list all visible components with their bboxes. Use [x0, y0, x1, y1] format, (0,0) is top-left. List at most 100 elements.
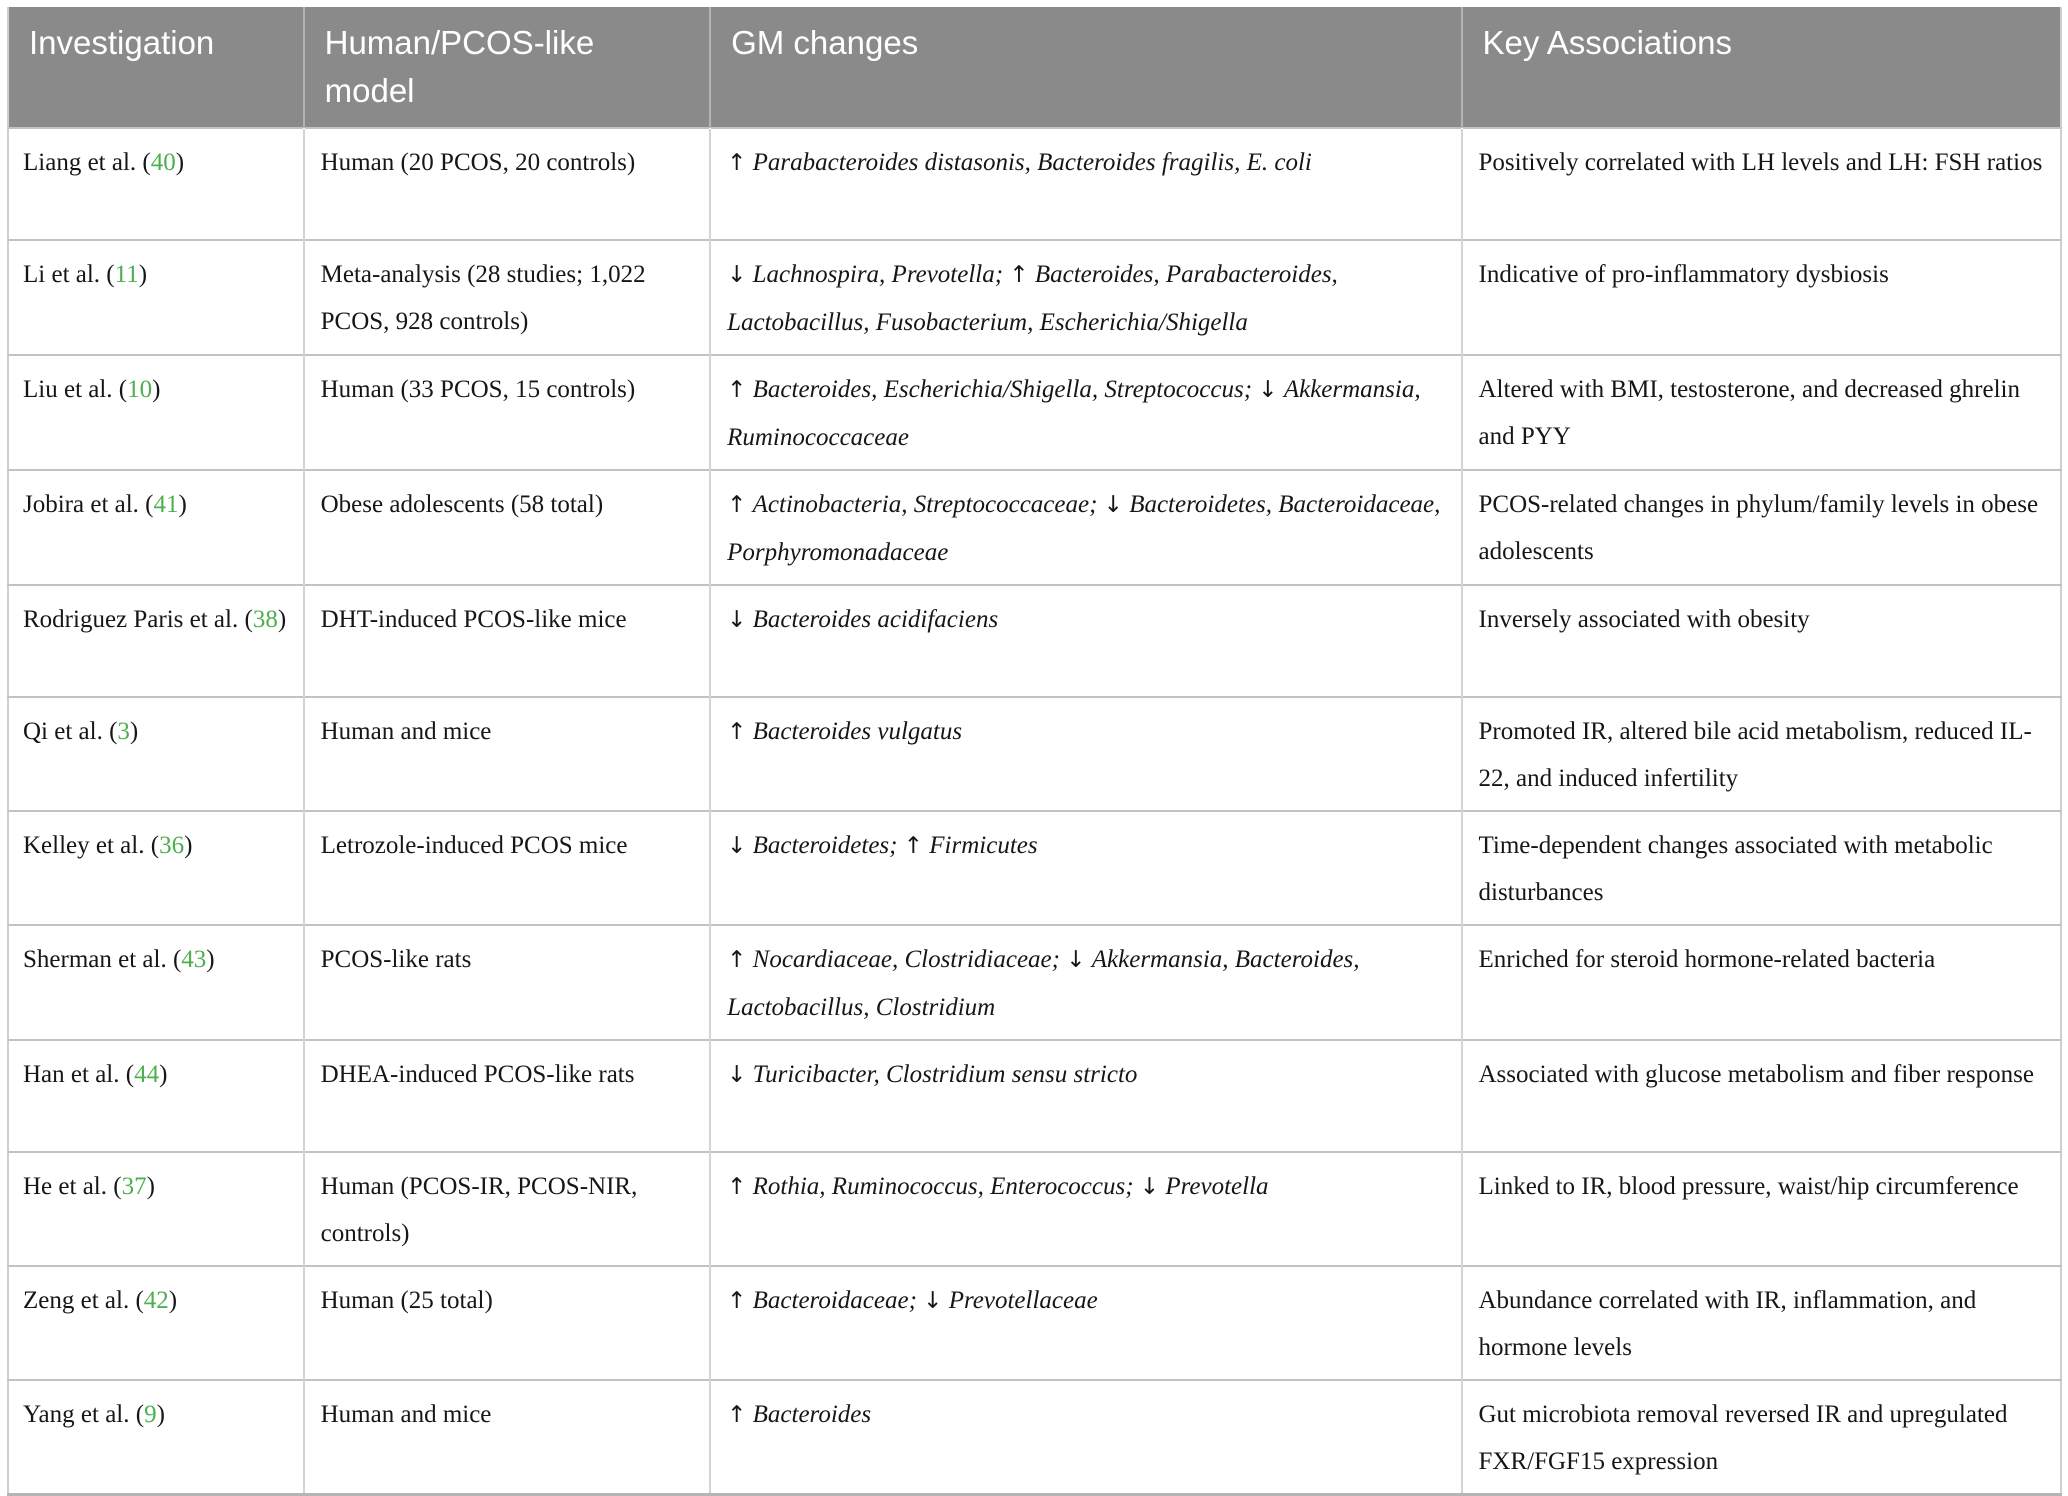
column-header-gm-changes: GM changes	[709, 7, 1462, 128]
key-association-cell: Indicative of pro-inflammatory dysbiosis	[1460, 239, 2061, 355]
model-cell: Human (25 total)	[302, 1265, 711, 1380]
gm-changes-cell: ↑ Rothia, Ruminococcus, Enterococcus; ↓ …	[709, 1151, 1462, 1266]
down-arrow-icon: ↓	[727, 607, 747, 633]
citation-ref-link[interactable]: 38	[252, 606, 278, 633]
citation-ref-link[interactable]: 42	[143, 1287, 169, 1314]
taxa-text: Bacteroides vulgatus	[752, 718, 963, 745]
model-cell: DHT-induced PCOS-like mice	[302, 584, 711, 697]
down-arrow-icon: ↓	[1258, 377, 1278, 403]
citation-ref-link[interactable]: 10	[127, 376, 153, 403]
model-cell: PCOS-like rats	[302, 924, 711, 1040]
down-arrow-icon: ↓	[727, 1062, 747, 1088]
investigation-cell: Rodriguez Paris et al. (38)	[8, 584, 304, 697]
down-arrow-icon: ↓	[1139, 1174, 1160, 1200]
citation-ref-link[interactable]: 41	[153, 491, 179, 518]
model-cell: Obese adolescents (58 total)	[302, 469, 711, 585]
key-association-cell: Gut microbiota removal reversed IR and u…	[1460, 1379, 2061, 1495]
key-association-cell: PCOS-related changes in phylum/family le…	[1460, 469, 2061, 585]
up-arrow-icon: ↑	[727, 377, 747, 403]
up-arrow-icon: ↑	[727, 150, 747, 176]
gm-changes-cell: ↑ Bacteroidaceae; ↓ Prevotellaceae	[709, 1265, 1462, 1380]
gm-changes-cell: ↑ Bacteroides	[709, 1379, 1462, 1495]
taxa-text: Akkermansia, Bacteroides, Lactobacillus,…	[727, 946, 1360, 1021]
citation-ref-link[interactable]: 3	[117, 718, 130, 745]
model-cell: DHEA-induced PCOS-like rats	[302, 1039, 711, 1152]
taxa-text: Bacteroides	[752, 1401, 872, 1428]
key-association-cell: Inversely associated with obesity	[1460, 584, 2061, 697]
taxa-text: Bacteroidetes;	[752, 832, 898, 859]
table-row: Kelley et al. (36) Letrozole-induced PCOS…	[8, 810, 2061, 925]
key-association-cell: Linked to IR, blood pressure, waist/hip …	[1460, 1151, 2061, 1266]
table-row: Jobira et al. (41) Obese adolescents (58 …	[8, 469, 2061, 585]
investigation-cell: Liang et al. (40)	[8, 127, 304, 240]
taxa-text: Prevotellaceae	[948, 1287, 1098, 1314]
taxa-text: Prevotella	[1165, 1173, 1269, 1200]
investigation-cell: Zeng et al. (42)	[8, 1265, 304, 1380]
investigation-cell: Li et al. (11)	[8, 239, 304, 355]
model-cell: Letrozole-induced PCOS mice	[302, 810, 711, 925]
table-row: Rodriguez Paris et al. (38) DHT-induced P…	[8, 584, 2061, 697]
gm-changes-cell: ↑ Bacteroides vulgatus	[709, 696, 1462, 811]
gm-changes-cell: ↓ Lachnospira, Prevotella; ↑ Bacteroides…	[709, 239, 1462, 355]
citation-ref-link[interactable]: 36	[159, 832, 185, 859]
table-header: Investigation Human/PCOS-like model GM c…	[8, 7, 2061, 128]
investigation-cell: He et al. (37)	[8, 1151, 304, 1266]
taxa-text: Turicibacter, Clostridium sensu stricto	[752, 1061, 1138, 1088]
taxa-text: Actinobacteria, Streptococcaceae;	[752, 491, 1098, 518]
citation-ref-link[interactable]: 44	[134, 1061, 160, 1088]
table-row: Liu et al. (10) Human (33 PCOS, 15 contro…	[8, 354, 2061, 470]
down-arrow-icon: ↓	[727, 262, 747, 288]
taxa-text: Firmicutes	[929, 832, 1038, 859]
table-row: Qi et al. (3) Human and mice ↑ Bacteroides…	[8, 696, 2061, 811]
header-row: Investigation Human/PCOS-like model GM c…	[8, 7, 2061, 128]
gm-changes-cell: ↑ Parabacteroides distasonis, Bacteroide…	[709, 127, 1462, 240]
investigation-cell: Qi et al. (3)	[8, 696, 304, 811]
up-arrow-icon: ↑	[727, 1174, 747, 1200]
column-header-key-associations: Key Associations	[1460, 7, 2061, 128]
citation-ref-link[interactable]: 9	[144, 1401, 157, 1428]
up-arrow-icon: ↑	[727, 719, 747, 745]
citation-ref-link[interactable]: 11	[114, 261, 139, 288]
up-arrow-icon: ↑	[727, 1288, 747, 1314]
model-cell: Human and mice	[302, 696, 711, 811]
up-arrow-icon: ↑	[1009, 262, 1029, 288]
citation-ref-link[interactable]: 37	[121, 1173, 147, 1200]
table-row: Han et al. (44) DHEA-induced PCOS-like ra…	[8, 1039, 2061, 1152]
up-arrow-icon: ↑	[727, 1402, 747, 1428]
up-arrow-icon: ↑	[727, 947, 747, 973]
table-body: Liang et al. (40) Human (20 PCOS, 20 cont…	[8, 127, 2061, 1495]
citation-ref-link[interactable]: 40	[150, 149, 176, 176]
column-header-label: Human/PCOS-like model	[324, 24, 595, 109]
key-association-cell: Altered with BMI, testosterone, and decr…	[1460, 354, 2061, 470]
gm-changes-cell: ↓ Bacteroidetes; ↑ Firmicutes	[709, 810, 1462, 925]
table-row: Sherman et al. (43) PCOS-like rats ↑ Nocar…	[8, 924, 2061, 1040]
investigation-cell: Jobira et al. (41)	[8, 469, 304, 585]
taxa-text: Bacteroides, Escherichia/Shigella, Strep…	[752, 376, 1253, 403]
up-arrow-icon: ↑	[903, 833, 924, 859]
investigation-cell: Kelley et al. (36)	[8, 810, 304, 925]
model-cell: Human (20 PCOS, 20 controls)	[302, 127, 711, 240]
gm-changes-cell: ↑ Actinobacteria, Streptococcaceae; ↓ Ba…	[709, 469, 1462, 585]
gm-changes-cell: ↓ Bacteroides acidifaciens	[709, 584, 1462, 697]
study-table: Investigation Human/PCOS-like model GM c…	[7, 7, 2062, 1496]
gm-changes-cell: ↑ Bacteroides, Escherichia/Shigella, Str…	[709, 354, 1462, 470]
model-cell: Human and mice	[302, 1379, 711, 1495]
column-header-label: Investigation	[29, 24, 215, 61]
taxa-text: Bacteroidetes, Bacteroidaceae, Porphyrom…	[727, 491, 1441, 566]
table-row: Zeng et al. (42) Human (25 total) ↑ Bacter…	[8, 1265, 2061, 1380]
key-association-cell: Associated with glucose metabolism and f…	[1460, 1039, 2061, 1152]
column-header-label: Key Associations	[1482, 24, 1732, 61]
investigation-cell: Liu et al. (10)	[8, 354, 304, 470]
model-cell: Human (33 PCOS, 15 controls)	[302, 354, 711, 470]
investigation-cell: Han et al. (44)	[8, 1039, 304, 1152]
citation-ref-link[interactable]: 43	[181, 946, 207, 973]
down-arrow-icon: ↓	[1066, 947, 1086, 973]
taxa-text: Lachnospira, Prevotella;	[752, 261, 1004, 288]
taxa-text: Akkermansia, Ruminococcaceae	[727, 376, 1421, 451]
taxa-text: Bacteroides acidifaciens	[752, 606, 999, 633]
gm-changes-cell: ↑ Nocardiaceae, Clostridiaceae; ↓ Akkerm…	[709, 924, 1462, 1040]
investigation-cell: Sherman et al. (43)	[8, 924, 304, 1040]
table-row: Yang et al. (9) Human and mice ↑ Bacteroid…	[8, 1379, 2061, 1495]
key-association-cell: Abundance correlated with IR, inflammati…	[1460, 1265, 2061, 1380]
taxa-text: Bacteroidaceae;	[752, 1287, 917, 1314]
